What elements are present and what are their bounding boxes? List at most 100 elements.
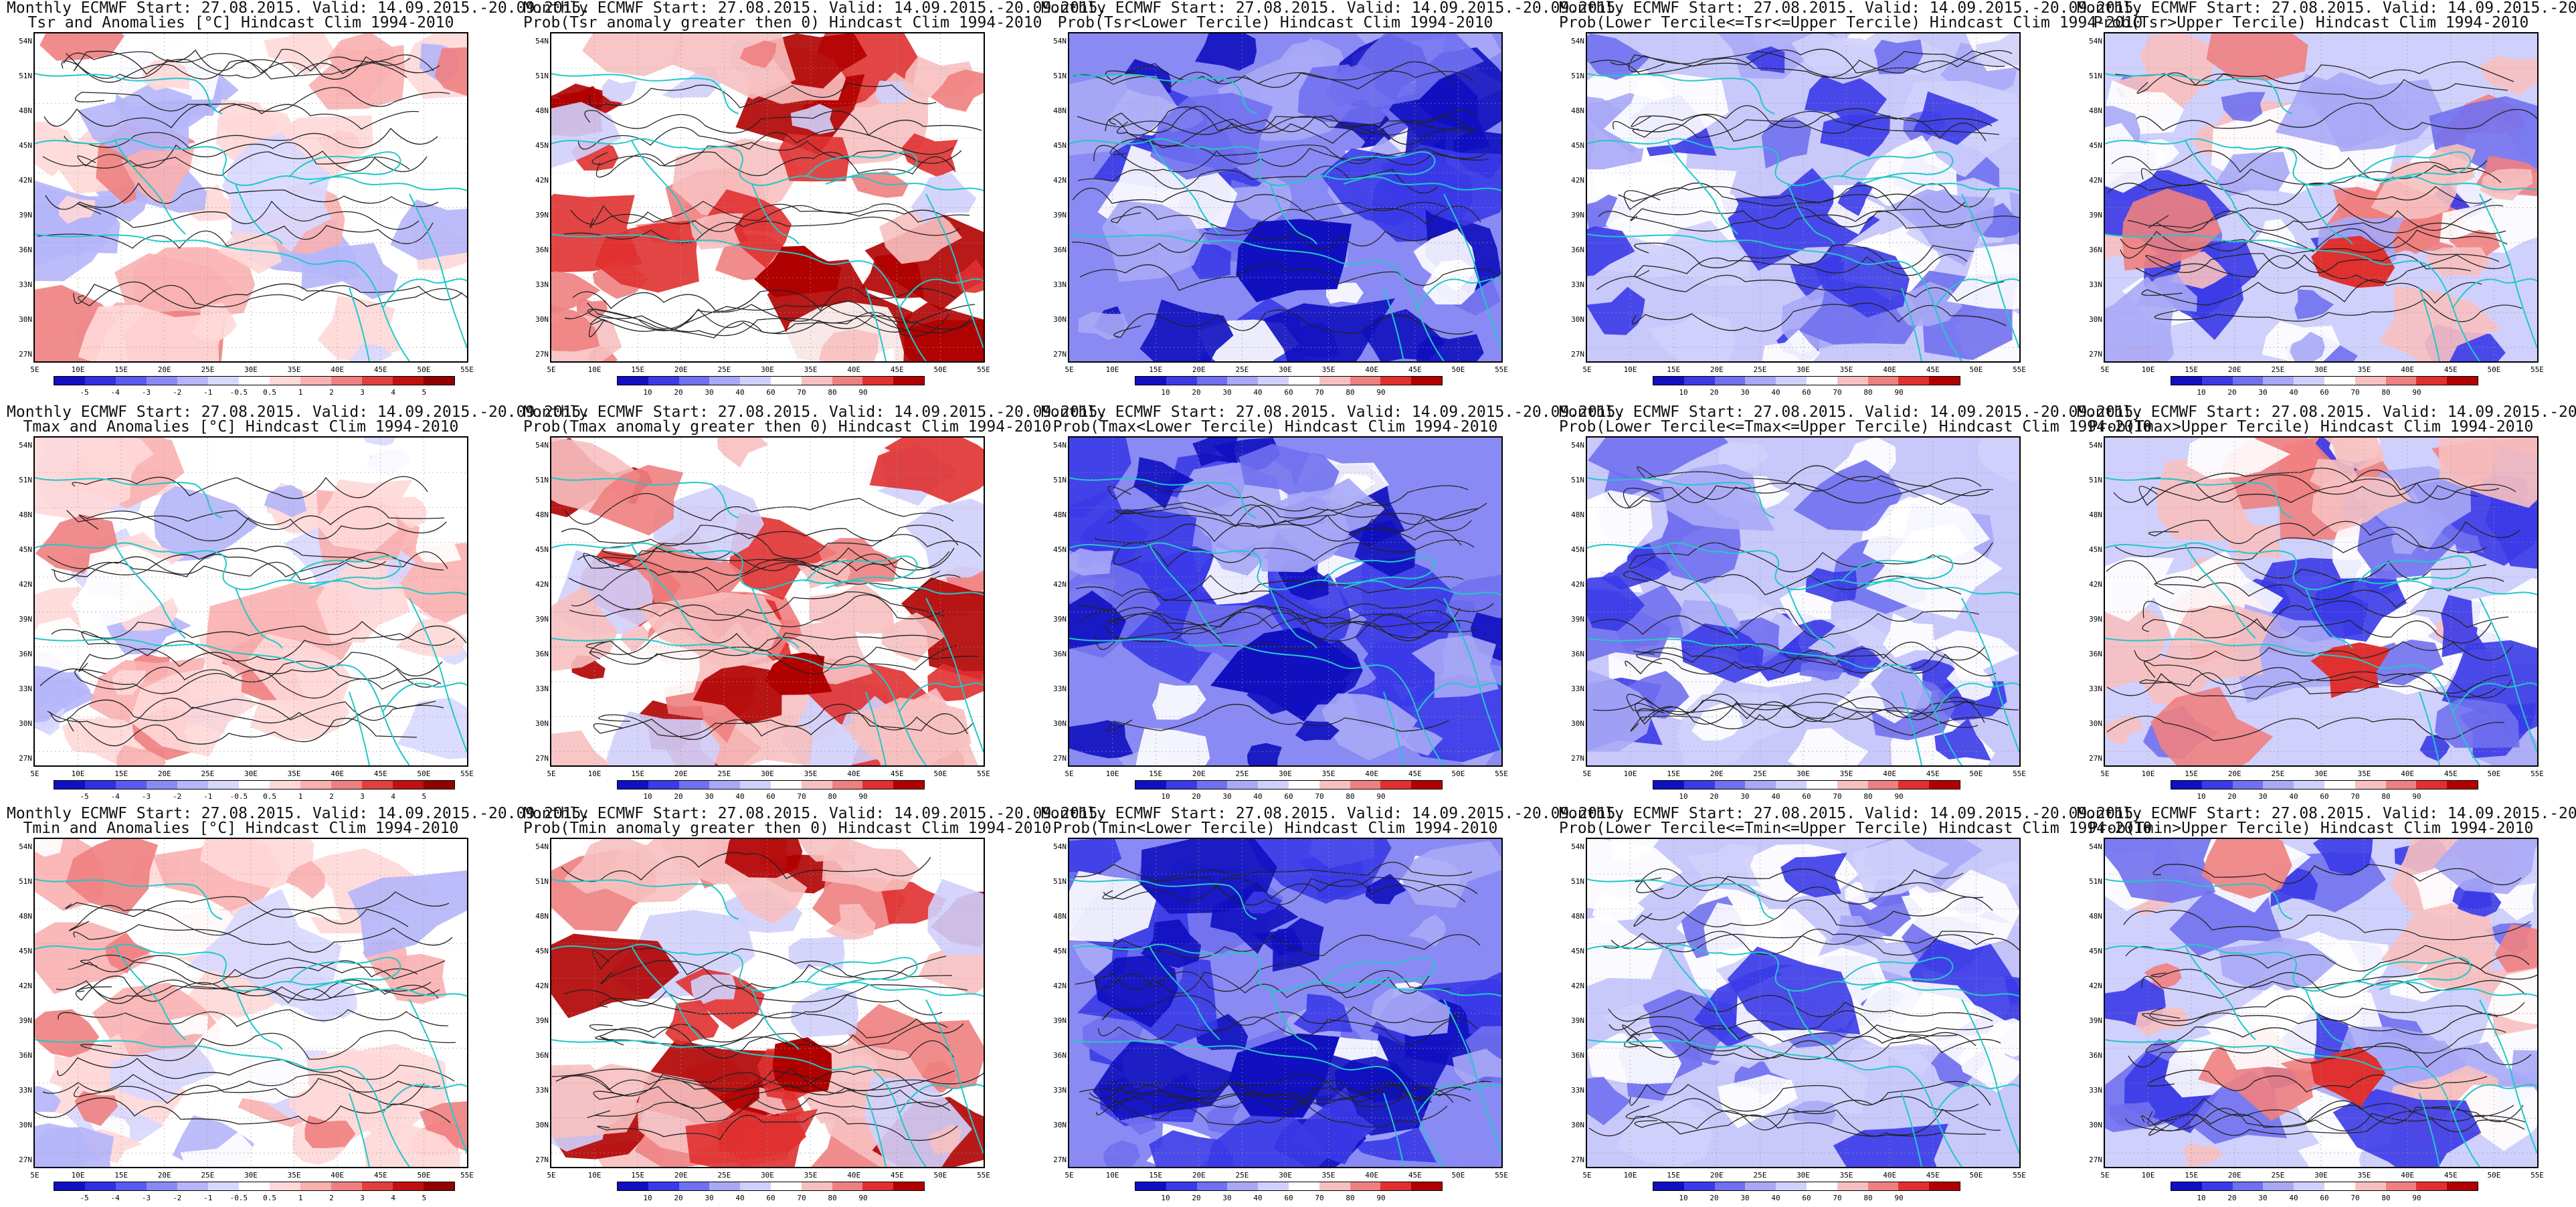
longitude-label: 5E bbox=[2100, 769, 2110, 778]
colorbar-swatch bbox=[1867, 781, 1899, 789]
colorbar-label: 10 bbox=[643, 792, 652, 801]
map-panel: Monthly ECMWF Start: 27.08.2015. Valid: … bbox=[1559, 403, 2152, 806]
latitude-label: 42N bbox=[2089, 176, 2102, 185]
colorbar-swatch bbox=[1714, 1182, 1746, 1190]
latitude-label: 36N bbox=[535, 1051, 549, 1060]
colorbar-swatch bbox=[893, 1182, 924, 1190]
colorbar-swatch bbox=[1653, 1182, 1684, 1190]
longitude-label: 15E bbox=[1667, 769, 1681, 778]
longitude-label: 45E bbox=[1926, 1171, 1940, 1180]
colorbar-swatch bbox=[362, 1182, 393, 1190]
latitude-label: 36N bbox=[1571, 246, 1584, 254]
colorbar-swatch bbox=[618, 1182, 648, 1190]
colorbar-label: 80 bbox=[1346, 792, 1355, 801]
colorbar-label: 70 bbox=[797, 388, 806, 397]
map-plot-area bbox=[33, 436, 468, 767]
longitude-label: 15E bbox=[1149, 365, 1163, 374]
latitude-label: 48N bbox=[19, 510, 32, 519]
colorbar-swatch bbox=[1806, 1182, 1837, 1190]
colorbar-swatch bbox=[1166, 781, 1197, 789]
colorbar-label: -1 bbox=[203, 388, 213, 397]
longitude-label: 55E bbox=[977, 365, 990, 374]
colorbar-swatch bbox=[2416, 377, 2448, 385]
colorbar bbox=[54, 780, 455, 790]
colorbar-label: 60 bbox=[2320, 792, 2329, 801]
longitude-label: 10E bbox=[71, 1171, 85, 1180]
longitude-label: 35E bbox=[804, 365, 818, 374]
colorbar-label: -3 bbox=[141, 1194, 151, 1202]
latitude-label: 51N bbox=[535, 877, 549, 886]
map-panel: Monthly ECMWF Start: 27.08.2015. Valid: … bbox=[2077, 404, 2576, 806]
longitude-label: 50E bbox=[933, 1171, 947, 1180]
colorbar-label: 90 bbox=[2412, 792, 2421, 801]
colorbar-label: -4 bbox=[110, 1194, 120, 1202]
colorbar-label: 20 bbox=[1192, 388, 1201, 397]
latitude-label: 30N bbox=[19, 719, 32, 728]
latitude-label: 27N bbox=[1053, 350, 1067, 359]
latitude-label: 54N bbox=[535, 37, 549, 45]
colorbar-label: -0.5 bbox=[229, 792, 248, 801]
latitude-label: 42N bbox=[2089, 580, 2102, 589]
colorbar bbox=[54, 376, 455, 385]
colorbar-label: -2 bbox=[172, 792, 182, 801]
colorbar-label: -3 bbox=[141, 388, 151, 397]
latitude-label: 36N bbox=[2089, 650, 2102, 658]
colorbar-label: 20 bbox=[1192, 792, 1201, 801]
longitude-label: 10E bbox=[2141, 769, 2155, 778]
colorbar-swatch bbox=[618, 377, 648, 385]
latitude-label: 33N bbox=[2089, 1086, 2102, 1095]
longitude-label: 10E bbox=[587, 769, 602, 778]
colorbar-label: -1 bbox=[203, 792, 213, 801]
latitude-label: 42N bbox=[1571, 982, 1584, 990]
longitude-label: 30E bbox=[1797, 1171, 1810, 1180]
colorbar-label: 30 bbox=[2258, 388, 2268, 397]
longitude-label: 20E bbox=[2227, 769, 2241, 778]
colorbar-swatch bbox=[239, 377, 270, 385]
longitude-label: 25E bbox=[1753, 1171, 1767, 1180]
longitude-label: 20E bbox=[2227, 365, 2241, 374]
latitude-label: 33N bbox=[535, 684, 549, 693]
colorbar-swatch bbox=[362, 781, 393, 789]
latitude-label: 30N bbox=[19, 315, 32, 324]
colorbar bbox=[1653, 376, 1960, 385]
longitude-label: 55E bbox=[2013, 1171, 2026, 1180]
colorbar-swatch bbox=[2416, 1182, 2448, 1190]
colorbar-label: 3 bbox=[360, 388, 365, 397]
panel-title-line1: Monthly ECMWF Start: 27.08.2015. Valid: … bbox=[7, 805, 591, 822]
colorbar-swatch bbox=[1380, 1182, 1412, 1190]
colorbar-swatch bbox=[1258, 781, 1289, 789]
latitude-label: 33N bbox=[535, 1086, 549, 1095]
colorbar-label: 10 bbox=[643, 388, 652, 397]
colorbar-label: 40 bbox=[1771, 388, 1780, 397]
colorbar-swatch bbox=[208, 781, 239, 789]
map-panel: Monthly ECMWF Start: 27.08.2015. Valid: … bbox=[1041, 806, 1625, 1207]
latitude-label: 27N bbox=[1053, 754, 1067, 763]
map-panel: Monthly ECMWF Start: 27.08.2015. Valid: … bbox=[2077, 806, 2576, 1207]
longitude-label: 15E bbox=[2185, 365, 2199, 374]
longitude-label: 55E bbox=[977, 1171, 990, 1180]
colorbar-label: 40 bbox=[1253, 388, 1263, 397]
longitude-label: 50E bbox=[417, 1171, 431, 1180]
colorbar-label: 2 bbox=[329, 792, 334, 801]
colorbar-label: 4 bbox=[391, 1194, 395, 1202]
colorbar bbox=[1135, 376, 1443, 385]
longitude-label: 40E bbox=[1883, 1171, 1897, 1180]
colorbar-label: 90 bbox=[1376, 388, 1386, 397]
colorbar-label: 80 bbox=[1863, 388, 1873, 397]
latitude-label: 42N bbox=[19, 580, 32, 589]
map-plot-area bbox=[1586, 436, 2021, 767]
longitude-label: 25E bbox=[2271, 365, 2285, 374]
panel-title-line1: Monthly ECMWF Start: 27.08.2015. Valid: … bbox=[1559, 403, 2143, 421]
colorbar-swatch bbox=[1806, 781, 1837, 789]
latitude-label: 30N bbox=[2089, 719, 2102, 728]
colorbar-swatch bbox=[424, 377, 454, 385]
colorbar-swatch bbox=[2447, 1182, 2478, 1190]
latitude-label: 27N bbox=[19, 350, 32, 359]
longitude-label: 5E bbox=[30, 769, 39, 778]
colorbar-swatch bbox=[208, 1182, 239, 1190]
colorbar-swatch bbox=[648, 781, 679, 789]
colorbar-label: -2 bbox=[172, 388, 182, 397]
panel-title-line2: Prob(Tsr>Upper Tercile) Hindcast Clim 19… bbox=[2093, 14, 2529, 31]
latitude-label: 33N bbox=[535, 280, 549, 289]
longitude-label: 35E bbox=[804, 1171, 818, 1180]
